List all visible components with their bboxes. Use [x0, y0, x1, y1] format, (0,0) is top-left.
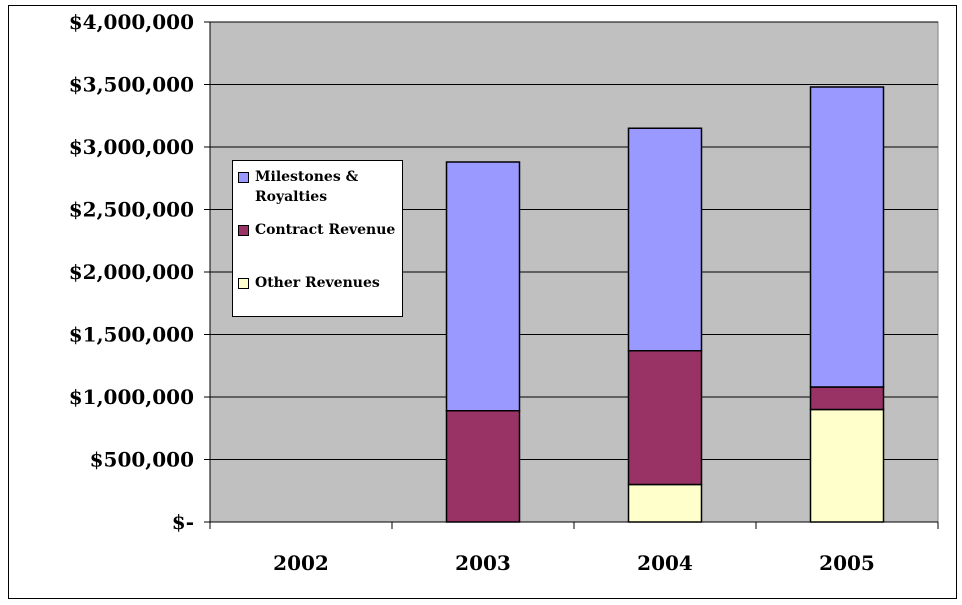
legend-label-contract: Contract Revenue [255, 222, 396, 238]
bar-milestones-royalties-2005 [809, 86, 885, 388]
x-tick-label: 2005 [819, 551, 875, 575]
y-tick-label: $2,500,000 [69, 198, 194, 222]
bar-contract-revenue-2004 [627, 350, 703, 486]
bar-contract-revenue-2005 [809, 386, 885, 411]
y-tick-label: $2,000,000 [69, 260, 194, 284]
legend-swatch-other [238, 278, 249, 289]
bar-milestones-royalties-2003 [445, 161, 521, 412]
legend-item-other: Other Revenues [238, 273, 405, 293]
x-tick-label: 2004 [637, 551, 693, 575]
legend-swatch-milestones [238, 172, 249, 183]
bar-other-revenues-2005 [809, 408, 885, 523]
bar-milestones-royalties-2004 [627, 127, 703, 352]
y-tick-label: $4,000,000 [69, 10, 194, 34]
y-tick-label: $500,000 [90, 448, 194, 472]
chart-legend: Milestones & Royalties Contract Revenue … [232, 160, 403, 317]
y-tick-label: $3,000,000 [69, 135, 194, 159]
x-tick-label: 2003 [455, 551, 511, 575]
legend-label-other: Other Revenues [255, 275, 380, 291]
y-tick-label: $- [172, 510, 194, 534]
bar-other-revenues-2004 [627, 483, 703, 523]
y-tick-label: $1,500,000 [69, 323, 194, 347]
legend-label-milestones: Milestones & Royalties [255, 169, 359, 205]
legend-item-contract: Contract Revenue [238, 220, 405, 240]
bar-contract-revenue-2003 [445, 410, 521, 523]
y-tick-label: $1,000,000 [69, 385, 194, 409]
legend-item-milestones: Milestones & Royalties [238, 167, 405, 207]
y-tick-label: $3,500,000 [69, 73, 194, 97]
legend-swatch-contract [238, 225, 249, 236]
x-tick-label: 2002 [273, 551, 329, 575]
